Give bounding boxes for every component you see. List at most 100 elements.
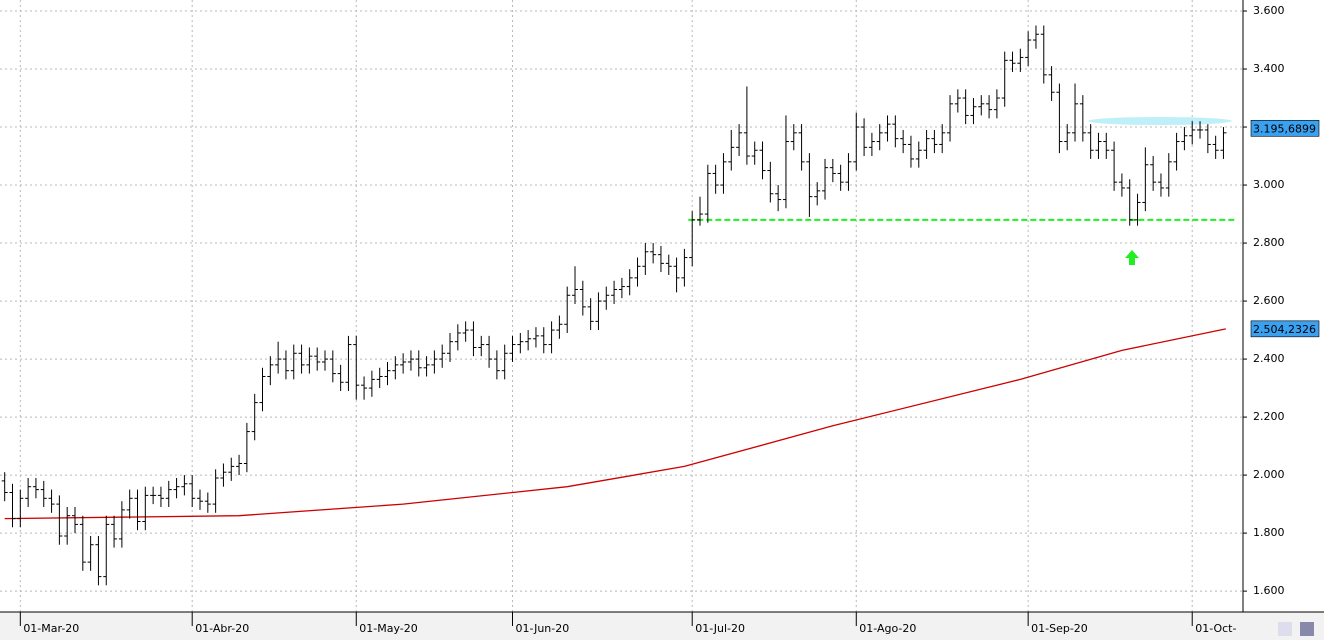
ohlc-bar <box>478 335 485 357</box>
ohlc-bar <box>884 115 891 142</box>
ohlc-bar <box>861 118 868 157</box>
ohlc-bar <box>556 315 563 339</box>
ohlc-bar <box>64 507 71 545</box>
ohlc-bar <box>314 347 321 371</box>
ohlc-bar <box>134 489 141 531</box>
save-icon[interactable] <box>1300 622 1314 636</box>
ohlc-bar <box>1095 132 1102 159</box>
ohlc-bar <box>298 344 305 374</box>
ohlc-bar <box>993 89 1000 119</box>
ohlc-bar <box>572 266 579 304</box>
ohlc-bar <box>986 95 993 119</box>
ohlc-bar <box>1087 124 1094 159</box>
y-tick-label: 2.000 <box>1253 468 1285 481</box>
ohlc-bar <box>1064 124 1071 151</box>
ohlc-bar <box>595 292 602 331</box>
y-tick-label: 1.800 <box>1253 526 1285 539</box>
ohlc-bar <box>954 89 961 113</box>
x-tick-label: 01-Oct- <box>1195 622 1236 635</box>
ohlc-bar <box>400 353 407 374</box>
ohlc-bar <box>228 457 235 481</box>
ohlc-bar <box>853 112 860 171</box>
ohlc-bar <box>282 350 289 380</box>
ohlc-bar <box>1048 66 1055 101</box>
ohlc-bar <box>361 376 368 400</box>
ohlc-bar <box>79 515 86 571</box>
ohlc-bar <box>368 370 375 397</box>
ohlc-bar <box>907 135 914 168</box>
ohlc-bar <box>978 95 985 116</box>
ohlc-bar <box>892 115 899 148</box>
resistance-zone <box>1088 117 1232 125</box>
ohlc-bar <box>767 161 774 203</box>
ohlc-bar <box>611 280 618 304</box>
ohlc-bar <box>470 321 477 357</box>
ohlc-bar <box>876 124 883 151</box>
ohlc-bar <box>48 489 55 513</box>
x-tick-label: 01-Mar-20 <box>23 622 79 635</box>
ohlc-bar <box>806 153 813 217</box>
ohlc-bar <box>322 350 329 371</box>
x-tick-label: 01-Jul-20 <box>695 622 745 635</box>
settings-icon[interactable] <box>1278 622 1292 636</box>
ohlc-bar <box>407 350 414 371</box>
ohlc-bar <box>1009 51 1016 72</box>
ohlc-bar <box>900 129 907 154</box>
ohlc-bar <box>798 124 805 171</box>
ohlc-bar <box>1126 179 1133 226</box>
y-tick-label: 3.400 <box>1253 62 1285 75</box>
ohlc-bar <box>423 356 430 377</box>
ohlc-bar <box>1220 127 1227 159</box>
ohlc-bar <box>220 463 227 487</box>
y-tick-label: 2.600 <box>1253 294 1285 307</box>
y-tick-label: 2.800 <box>1253 236 1285 249</box>
ohlc-bar <box>868 132 875 157</box>
ohlc-bar <box>103 515 110 586</box>
x-tick-label: 01-May-20 <box>359 622 417 635</box>
ohlc-bar <box>822 158 829 200</box>
ohlc-bar <box>829 158 836 183</box>
ohlc-bar <box>845 153 852 191</box>
y-tick-label: 3.600 <box>1253 4 1285 17</box>
ohlc-bar <box>173 477 180 499</box>
ohlc-bar <box>329 350 336 383</box>
ohlc-bar <box>540 327 547 354</box>
ohlc-bar <box>337 364 344 391</box>
ohlc-bar <box>720 153 727 194</box>
ohlc-bar <box>751 141 758 165</box>
ohlc-bar <box>736 124 743 157</box>
ohlc-bar <box>126 489 133 519</box>
x-axis-strip <box>0 612 1324 640</box>
ohlc-bar <box>1032 25 1039 49</box>
ohlc-bar <box>1212 135 1219 159</box>
ohlc-bar <box>251 393 258 441</box>
ohlc-bar <box>1181 127 1188 151</box>
ohlc-bar <box>275 341 282 374</box>
ohlc-bar <box>189 475 196 508</box>
ohlc-bar <box>392 356 399 380</box>
ohlc-bar <box>689 211 696 267</box>
ohlc-bar <box>759 141 766 180</box>
y-tick-label: 1.600 <box>1253 584 1285 597</box>
ohlc-bar <box>431 350 438 374</box>
ohlc-bar <box>947 95 954 142</box>
ohlc-bar <box>212 469 219 513</box>
ohlc-bar <box>790 124 797 151</box>
ohlc-bar <box>712 164 719 194</box>
ohlc-bar <box>697 196 704 226</box>
support-arrow <box>1125 250 1139 265</box>
price-label-box <box>1250 320 1320 338</box>
ohlc-bar <box>486 335 493 368</box>
ohlc-bar <box>353 335 360 400</box>
y-tick-label: 2.200 <box>1253 410 1285 423</box>
ohlc-bar <box>1150 156 1157 191</box>
ohlc-bar <box>345 335 352 391</box>
ohlc-bar <box>1189 121 1196 145</box>
ohlc-bar <box>1118 173 1125 197</box>
ohlc-bar <box>837 164 844 191</box>
ohlc-bar <box>1134 193 1141 226</box>
ohlc-bar <box>681 248 688 287</box>
ohlc-bar <box>1197 121 1204 139</box>
ohlc-bar <box>782 115 789 209</box>
